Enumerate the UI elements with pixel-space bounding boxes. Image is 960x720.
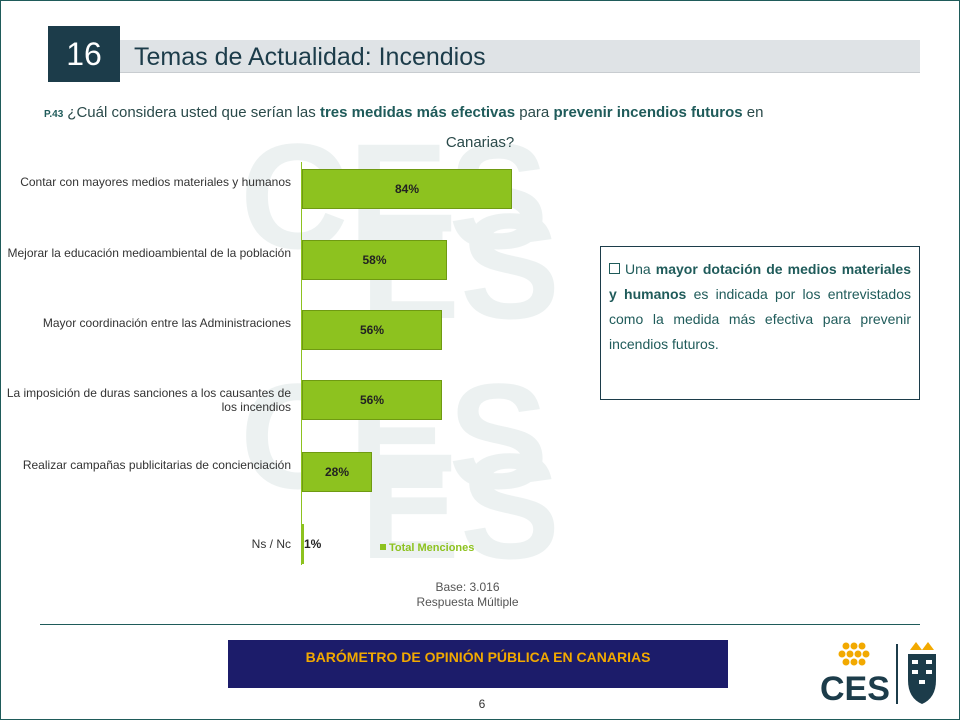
survey-question: P.43 ¿Cuál considera usted que serían las… — [44, 103, 924, 125]
callout-text-after: es indicada por los entrevistados como l… — [609, 286, 911, 352]
response-type: Respuesta Múltiple — [416, 595, 519, 609]
bar-value-label: 28% — [324, 465, 350, 479]
bar-value-label: 1% — [304, 537, 322, 551]
chart-legend: Total Menciones — [380, 542, 474, 554]
category-label: La imposición de duras sanciones a los c… — [6, 386, 291, 414]
base-count: Base: 3.016 — [435, 580, 500, 594]
bar-value-label: 56% — [359, 323, 385, 337]
question-text-mid: para — [515, 104, 554, 121]
bar — [302, 310, 442, 350]
category-label: Mejorar la educación medioambiental de l… — [7, 246, 291, 260]
slide-number-badge: 16 — [48, 26, 120, 82]
footer-banner: BARÓMETRO DE OPINIÓN PÚBLICA EN CANARIAS — [228, 640, 728, 688]
question-bold-2: prevenir incendios futuros — [553, 104, 743, 121]
bar-value-label: 58% — [362, 253, 387, 267]
bar — [302, 452, 372, 492]
base-note: Base: 3.016 Respuesta Múltiple — [360, 580, 575, 610]
insight-callout: Una mayor dotación de medios materiales … — [600, 246, 920, 400]
category-label: Contar con mayores medios materiales y h… — [20, 175, 291, 189]
bar — [302, 240, 447, 280]
legend-swatch — [380, 544, 386, 550]
footer-divider — [40, 624, 920, 625]
callout-bold: mayor dotación de medios materiales y hu… — [609, 261, 912, 302]
bar — [302, 524, 304, 564]
checkbox-bullet-icon — [609, 263, 620, 274]
question-bold-1: tres medidas más efectivas — [319, 104, 516, 121]
category-label: Ns / Nc — [251, 537, 291, 551]
coat-of-arms-icon — [908, 642, 936, 704]
callout-text-before: Una — [625, 261, 656, 277]
bar — [302, 380, 442, 420]
category-label: Realizar campañas publicitarias de conci… — [22, 458, 291, 472]
logo-text: CES — [820, 670, 890, 708]
category-label: Mayor coordinación entre las Administrac… — [42, 316, 291, 330]
bar — [302, 169, 512, 209]
logo-dots-icon — [838, 642, 870, 666]
page-number: 6 — [478, 697, 486, 711]
survey-question-line2: Canarias? — [445, 134, 515, 151]
ces-logo: CES — [820, 642, 936, 708]
title-bar — [120, 40, 920, 73]
question-code: P.43 — [44, 109, 64, 120]
legend-label: Total Menciones — [389, 542, 475, 554]
question-text-before: ¿Cuál considera usted que serían las — [67, 104, 320, 121]
question-text-after: en — [742, 104, 764, 121]
bar-value-label: 84% — [394, 182, 420, 196]
logo-divider — [896, 644, 898, 704]
page-title: Temas de Actualidad: Incendios — [134, 43, 486, 71]
bar-value-label: 56% — [359, 393, 385, 407]
chart-axis — [301, 162, 302, 565]
